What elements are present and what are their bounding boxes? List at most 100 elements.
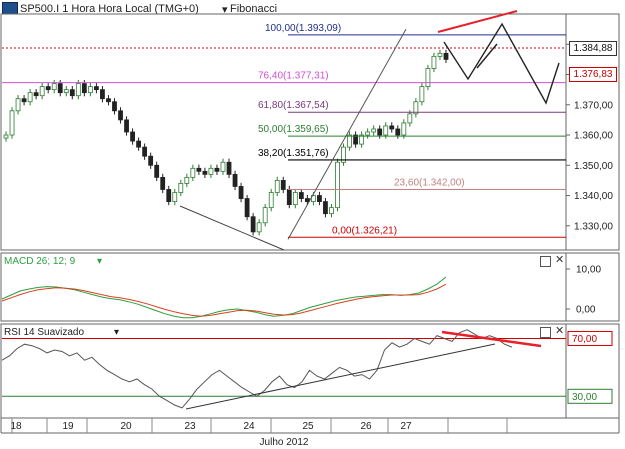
y-tick-label: 1.330,00 (574, 221, 613, 232)
fib-price-tag: 1.376,83 (569, 67, 617, 82)
candle-body (286, 189, 292, 206)
candle-body (57, 83, 63, 94)
candle-body (172, 192, 178, 202)
candle-body (63, 89, 69, 94)
candle-body (401, 122, 407, 136)
rsi-level-box (567, 388, 613, 404)
candle-body (232, 173, 238, 187)
chevron-down-icon[interactable]: ▾ (222, 4, 228, 16)
candle-body (178, 183, 184, 193)
candle-body (130, 131, 135, 142)
candle-body (395, 128, 401, 136)
candle-body (383, 125, 389, 136)
candle-body (256, 222, 262, 233)
candle-body (359, 134, 365, 145)
fib-level-label: 61,80(1.367,54) (258, 100, 329, 111)
candle-body (329, 207, 334, 215)
candle-body (208, 167, 214, 175)
rsi-level-box (567, 330, 613, 346)
candle-body (166, 189, 172, 202)
projection-zigzag (443, 22, 560, 105)
x-tick-label: 26 (360, 421, 372, 432)
candle-body (238, 186, 244, 199)
y-tick-label: 1.360,00 (574, 131, 613, 142)
x-tick-label: 25 (302, 421, 314, 432)
candle-body (298, 192, 304, 199)
fib-level-label: 50,00(1.359,65) (258, 124, 329, 135)
macd-menu-icon: ▾ (97, 256, 102, 267)
candle-body (33, 92, 39, 97)
candle-body (389, 125, 395, 130)
candle-body (190, 167, 196, 178)
resistance-trendline-red (437, 10, 518, 33)
candle-body (353, 134, 358, 145)
candle-body (81, 83, 87, 94)
candle-body (323, 201, 328, 215)
macd-tick-label: 10,00 (576, 265, 601, 276)
candle-body (220, 161, 226, 172)
candle-body (118, 110, 123, 121)
macd-line (1, 276, 447, 319)
macd-close-icon[interactable]: ✕ (555, 254, 565, 266)
chart-title: SP500.I 1 Hora Hora Local (TMG+0) (20, 3, 199, 15)
candle-body (347, 134, 352, 148)
candle-body (425, 68, 431, 88)
candle-body (124, 119, 129, 133)
candle-body (202, 170, 208, 175)
x-tick-label: 23 (184, 421, 196, 432)
candle-body (437, 52, 443, 57)
rsi-divergence-trendline (441, 330, 542, 348)
macd-title: MACD 26; 12; 9 (4, 256, 76, 267)
candle-body (69, 89, 75, 97)
candle-body (94, 86, 99, 91)
candle-body (184, 176, 190, 184)
candle-body (39, 86, 45, 97)
projection-segment (476, 43, 498, 69)
y-tick-label: 1.340,00 (574, 191, 613, 202)
macd-maximize-button[interactable] (540, 256, 551, 267)
rsi-maximize-button[interactable] (540, 327, 551, 338)
candle-body (407, 113, 413, 124)
y-tick-label: 1.350,00 (574, 161, 613, 172)
candle-body (268, 192, 274, 209)
x-tick-label: 24 (243, 421, 255, 432)
candle-body (214, 167, 220, 172)
rsi-level-label: 70,00 (572, 334, 597, 345)
candle-body (9, 110, 15, 136)
candle-body (244, 198, 250, 218)
rsi-line (1, 329, 513, 409)
candle-body (250, 216, 256, 233)
y-tick-label: 1.370,00 (574, 100, 613, 111)
x-tick-label: 20 (120, 421, 132, 432)
candle-body (341, 146, 346, 163)
candle-body (226, 161, 232, 175)
candle-body (160, 176, 166, 190)
rsi-close-icon[interactable]: ✕ (555, 325, 565, 337)
candle-body (21, 98, 27, 103)
candle-body (419, 86, 425, 103)
candle-body (112, 101, 117, 112)
support-trendline (179, 205, 285, 251)
price-panel-frame (0, 13, 620, 251)
candle-body (75, 83, 81, 97)
candle-body (136, 140, 142, 148)
candle-body (15, 98, 21, 112)
fibonacci-menu[interactable]: Fibonacci (230, 3, 278, 15)
candle-body (262, 207, 268, 224)
candle-body (51, 83, 57, 91)
candle-body (371, 128, 377, 133)
candle-body (317, 195, 322, 202)
candle-body (100, 89, 105, 100)
candle-body (154, 164, 160, 178)
candle-body (3, 134, 9, 139)
fib-level-label: 0,00(1.326,21) (332, 225, 397, 236)
candle-body (304, 198, 310, 202)
candle-body (280, 180, 286, 190)
x-tick-label: 27 (400, 421, 412, 432)
signal-line (1, 283, 447, 317)
fib-level-label: 38,20(1.351,76) (258, 148, 329, 159)
candle-body (274, 180, 280, 193)
x-axis-title: Julho 2012 (260, 437, 309, 448)
x-tick-label: 19 (62, 421, 74, 432)
